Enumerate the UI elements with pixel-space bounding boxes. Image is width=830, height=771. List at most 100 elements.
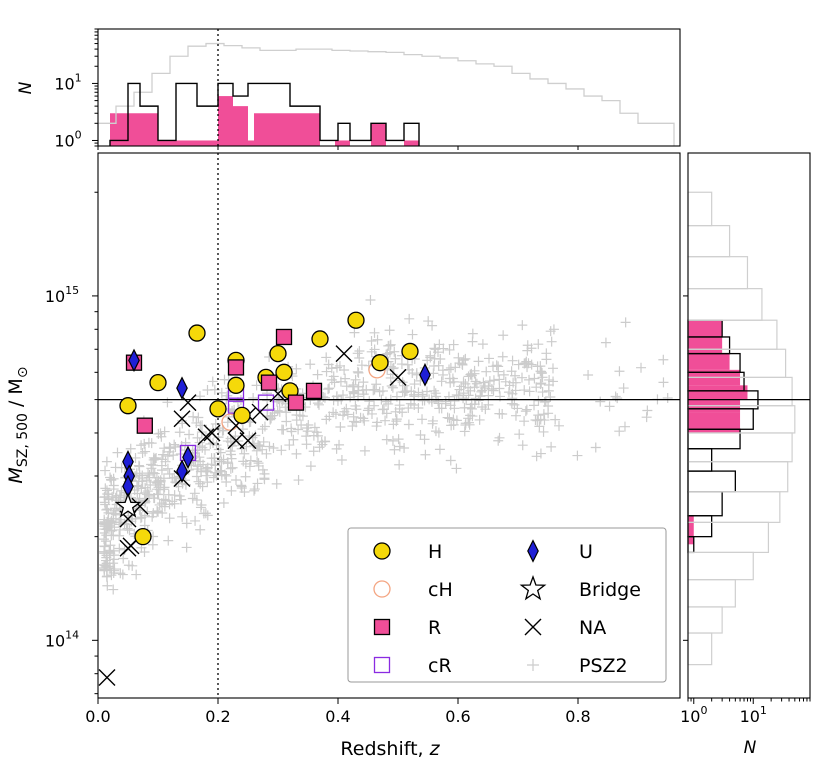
psz2-point: [288, 434, 299, 445]
psz2-point: [101, 504, 112, 515]
psz2-point: [106, 570, 117, 581]
point-U: [128, 348, 140, 373]
psz2-point: [520, 406, 531, 417]
psz2-point: [517, 372, 527, 383]
psz2-point: [458, 393, 469, 404]
sample-points: [98, 311, 431, 686]
psz2-point: [474, 414, 485, 425]
point-NA: [203, 424, 221, 442]
right-hist-psz2: [687, 225, 731, 258]
psz2-point: [386, 381, 397, 392]
psz2-point: [641, 412, 652, 423]
psz2-point: [162, 451, 173, 462]
psz2-point: [550, 414, 561, 425]
psz2-point: [524, 374, 535, 385]
psz2-point: [202, 477, 213, 488]
psz2-point: [167, 496, 178, 507]
psz2-point: [151, 453, 162, 464]
psz2-point: [108, 567, 119, 578]
psz2-point: [348, 411, 359, 422]
psz2-point: [488, 375, 499, 386]
psz2-point: [312, 430, 323, 441]
psz2-point: [636, 362, 647, 373]
psz2-point: [181, 542, 192, 553]
psz2-point: [546, 336, 557, 347]
psz2-point: [103, 493, 114, 504]
psz2-point: [155, 428, 166, 439]
psz2-point: [215, 465, 226, 476]
psz2-point: [156, 460, 167, 471]
right-hist-step: [687, 448, 713, 472]
psz2-point: [409, 379, 420, 390]
right-hist-bar-sample: [688, 412, 741, 433]
right-hist-bar-sample: [688, 336, 723, 354]
legend-marker-NA: [524, 618, 542, 636]
y-tick-label: 1014: [45, 628, 79, 650]
psz2-point: [192, 432, 203, 443]
psz2-point: [149, 454, 160, 465]
psz2-point: [130, 452, 141, 463]
psz2-point: [114, 517, 125, 528]
point-H: [149, 373, 167, 392]
psz2-point: [469, 399, 480, 410]
right-hist-bar-sample: [688, 353, 730, 370]
psz2-point: [134, 470, 145, 481]
psz2-point: [142, 506, 153, 517]
sample-hist-outline: [109, 82, 420, 146]
psz2-point: [614, 426, 625, 437]
psz2-point: [164, 469, 175, 480]
psz2-point: [403, 419, 414, 430]
psz2-point: [239, 487, 250, 498]
psz2-point: [366, 336, 377, 347]
psz2-point: [244, 461, 255, 472]
psz2-point: [401, 385, 412, 396]
point-cR: [257, 394, 275, 411]
psz2-point: [425, 350, 436, 361]
psz2-point: [539, 415, 550, 426]
psz2-point: [157, 507, 168, 518]
psz2-point: [442, 412, 453, 423]
psz2-point: [349, 327, 360, 338]
legend-label: cH: [428, 579, 453, 601]
psz2-point: [218, 497, 229, 508]
psz2-point: [498, 330, 509, 341]
point-NA: [227, 432, 245, 450]
psz2-point: [147, 460, 158, 471]
right-hist-psz2: [687, 256, 749, 290]
psz2-point: [111, 495, 122, 506]
x-tick-label: 0.0: [85, 707, 110, 726]
psz2-point: [510, 377, 521, 388]
psz2-point: [545, 391, 556, 402]
psz2-point: [547, 363, 558, 374]
psz2-point: [553, 420, 564, 431]
psz2-point: [351, 404, 362, 415]
psz2-point: [387, 369, 398, 380]
psz2-point: [436, 376, 447, 387]
psz2-point: [134, 461, 145, 472]
point-H: [371, 354, 389, 372]
psz2-point: [102, 550, 113, 561]
legend-label: H: [428, 541, 442, 563]
psz2-point: [444, 413, 455, 424]
psz2-point: [463, 390, 474, 401]
point-H: [269, 344, 287, 363]
psz2-point: [230, 475, 241, 486]
psz2-point: [407, 368, 418, 379]
psz2-point: [467, 403, 478, 414]
psz2-point: [457, 358, 468, 369]
psz2-point: [521, 356, 532, 367]
psz2-point: [460, 420, 471, 431]
point-H: [209, 400, 227, 418]
psz2-point: [387, 382, 398, 393]
psz2-point: [526, 343, 537, 354]
psz2-point: [177, 511, 188, 522]
psz2-point: [249, 484, 260, 495]
psz2-point: [435, 354, 446, 365]
psz2-point: [158, 449, 169, 460]
legend-label: U: [579, 541, 593, 563]
psz2-point: [510, 410, 521, 421]
psz2-point: [494, 374, 505, 385]
psz2-point: [122, 523, 133, 534]
psz2-point: [493, 366, 504, 377]
psz2-point: [112, 447, 123, 458]
